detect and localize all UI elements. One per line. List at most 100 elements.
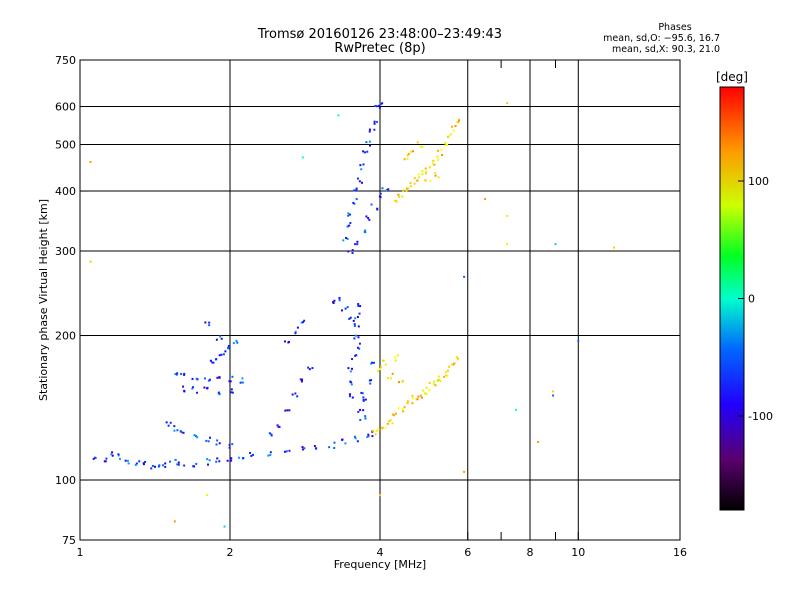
scatter-point (180, 373, 183, 376)
scatter-point (183, 464, 186, 467)
scatter-point (231, 391, 234, 394)
scatter-point (415, 398, 418, 401)
scatter-point (450, 363, 453, 366)
scatter-point (406, 402, 409, 405)
scatter-point (344, 442, 347, 445)
scatter-point (370, 203, 373, 206)
scatter-point (350, 383, 353, 386)
colorbar-tick-label: 0 (748, 293, 755, 306)
scatter-point (425, 170, 428, 173)
scatter-point (220, 337, 223, 340)
scatter-point (419, 146, 422, 149)
scatter-point (357, 410, 360, 413)
scatter-point (406, 187, 409, 190)
scatter-point (381, 426, 384, 429)
scatter-point (347, 214, 350, 217)
scatter-point (291, 393, 294, 396)
scatter-point (347, 250, 350, 253)
scatter-point (236, 341, 239, 344)
scatter-point (351, 251, 354, 254)
x-tick-label: 2 (227, 546, 234, 559)
x-tick-label: 8 (527, 546, 534, 559)
scatter-point (300, 380, 303, 383)
scatter-point (396, 354, 399, 357)
scatter-point (362, 150, 365, 153)
scatter-point (409, 150, 412, 153)
scatter-point (333, 441, 336, 444)
scatter-point (419, 394, 422, 397)
scatter-point (235, 339, 238, 342)
scatter-point (389, 419, 392, 422)
scatter-point (165, 421, 168, 424)
scatter-point (377, 428, 380, 431)
scatter-point (411, 394, 414, 397)
scatter-point (434, 171, 437, 174)
scatter-point (294, 330, 297, 333)
scatter-point (276, 424, 279, 427)
scatter-point (354, 317, 357, 320)
scatter-point (432, 159, 435, 162)
scatter-point (347, 367, 350, 370)
phase-stats: Phases mean, sd,O: −95.6, 16.7 mean, sd,… (600, 22, 720, 55)
scatter-point (249, 451, 252, 454)
scatter-point (338, 296, 341, 299)
scatter-point (105, 457, 108, 460)
scatter-point (348, 213, 351, 216)
scatter-point (209, 359, 212, 362)
scatter-point (379, 103, 382, 106)
scatter-point (447, 135, 450, 138)
scatter-point (346, 237, 349, 240)
scatter-point (552, 390, 555, 393)
scatter-point (384, 426, 387, 429)
scatter-point (218, 442, 221, 445)
scatter-point (354, 435, 357, 438)
scatter-point (126, 459, 129, 462)
scatter-point (407, 187, 410, 190)
scatter-point (209, 436, 212, 439)
scatter-point (92, 457, 95, 460)
scatter-point (278, 425, 281, 428)
scatter-point (394, 359, 397, 362)
scatter-point (285, 450, 288, 453)
scatter-point (455, 121, 458, 124)
scatter-point (356, 240, 359, 243)
scatter-point (228, 443, 231, 446)
scatter-point (203, 386, 206, 389)
scatter-point (191, 377, 194, 380)
scatter-point (409, 181, 412, 184)
scatter-point (308, 368, 311, 371)
grid-lines (80, 60, 680, 540)
scatter-point (397, 407, 400, 410)
scatter-point (158, 464, 161, 467)
scatter-point (300, 321, 303, 324)
y-tick-label: 300 (55, 245, 76, 258)
scatter-point (127, 462, 130, 465)
scatter-point (389, 377, 392, 380)
scatter-point (444, 142, 447, 145)
scatter-point (437, 375, 440, 378)
scatter-point (443, 375, 446, 378)
scatter-point (420, 396, 423, 399)
scatter-point (203, 377, 206, 380)
scatter-point (437, 149, 440, 152)
scatter-point (375, 429, 378, 432)
data-points (89, 102, 616, 528)
scatter-point (424, 392, 427, 395)
scatter-point (283, 340, 286, 343)
scatter-point (451, 125, 454, 128)
scatter-point (484, 198, 487, 201)
scatter-point (373, 120, 376, 123)
scatter-point (151, 464, 154, 467)
scatter-point (536, 441, 539, 444)
scatter-point (218, 376, 221, 379)
scatter-point (135, 462, 138, 465)
scatter-point (444, 144, 447, 147)
scatter-point (296, 395, 299, 398)
scatter-point (360, 168, 363, 171)
scatter-point (357, 325, 360, 328)
scatter-point (402, 410, 405, 413)
x-tick-label: 10 (571, 546, 585, 559)
scatter-point (346, 306, 349, 309)
scatter-point (124, 459, 127, 462)
